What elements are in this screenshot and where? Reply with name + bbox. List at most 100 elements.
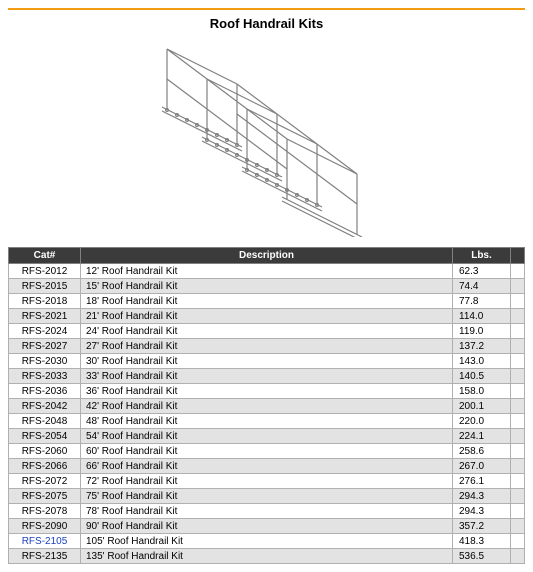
handrail-diagram-svg xyxy=(117,37,417,237)
cell-desc: 48' Roof Handrail Kit xyxy=(81,414,453,429)
table-row: RFS-207575' Roof Handrail Kit294.3 xyxy=(9,489,525,504)
table-row: RFS-202121' Roof Handrail Kit114.0 xyxy=(9,309,525,324)
cell-cat: RFS-2033 xyxy=(9,369,81,384)
cell-tail xyxy=(511,264,525,279)
cell-tail xyxy=(511,354,525,369)
cell-desc: 135' Roof Handrail Kit xyxy=(81,549,453,564)
table-row: RFS-201212' Roof Handrail Kit62.3 xyxy=(9,264,525,279)
cell-cat: RFS-2021 xyxy=(9,309,81,324)
cell-desc: 33' Roof Handrail Kit xyxy=(81,369,453,384)
cell-lbs: 62.3 xyxy=(453,264,511,279)
cell-lbs: 140.5 xyxy=(453,369,511,384)
table-row: RFS-206666' Roof Handrail Kit267.0 xyxy=(9,459,525,474)
cell-desc: 21' Roof Handrail Kit xyxy=(81,309,453,324)
cell-lbs: 258.6 xyxy=(453,444,511,459)
cell-tail xyxy=(511,459,525,474)
table-row: RFS-207878' Roof Handrail Kit294.3 xyxy=(9,504,525,519)
cell-lbs: 114.0 xyxy=(453,309,511,324)
table-row: RFS-2105105' Roof Handrail Kit418.3 xyxy=(9,534,525,549)
cell-tail xyxy=(511,534,525,549)
cell-cat[interactable]: RFS-2105 xyxy=(9,534,81,549)
cell-lbs: 137.2 xyxy=(453,339,511,354)
cell-cat: RFS-2060 xyxy=(9,444,81,459)
cell-cat: RFS-2015 xyxy=(9,279,81,294)
col-tail xyxy=(511,248,525,264)
cell-lbs: 119.0 xyxy=(453,324,511,339)
cell-cat: RFS-2024 xyxy=(9,324,81,339)
table-row: RFS-203030' Roof Handrail Kit143.0 xyxy=(9,354,525,369)
cell-cat: RFS-2054 xyxy=(9,429,81,444)
table-row: RFS-209090' Roof Handrail Kit357.2 xyxy=(9,519,525,534)
cell-lbs: 294.3 xyxy=(453,489,511,504)
cell-tail xyxy=(511,384,525,399)
page-title: Roof Handrail Kits xyxy=(8,16,525,31)
cell-lbs: 220.0 xyxy=(453,414,511,429)
cell-cat: RFS-2036 xyxy=(9,384,81,399)
cell-tail xyxy=(511,309,525,324)
cell-desc: 24' Roof Handrail Kit xyxy=(81,324,453,339)
cell-lbs: 294.3 xyxy=(453,504,511,519)
table-row: RFS-203636' Roof Handrail Kit158.0 xyxy=(9,384,525,399)
table-row: RFS-203333' Roof Handrail Kit140.5 xyxy=(9,369,525,384)
cell-lbs: 77.8 xyxy=(453,294,511,309)
cell-desc: 90' Roof Handrail Kit xyxy=(81,519,453,534)
cell-tail xyxy=(511,279,525,294)
cell-tail xyxy=(511,474,525,489)
cell-tail xyxy=(511,444,525,459)
cell-lbs: 536.5 xyxy=(453,549,511,564)
cell-desc: 66' Roof Handrail Kit xyxy=(81,459,453,474)
cell-tail xyxy=(511,294,525,309)
cell-desc: 18' Roof Handrail Kit xyxy=(81,294,453,309)
table-row: RFS-206060' Roof Handrail Kit258.6 xyxy=(9,444,525,459)
cell-desc: 105' Roof Handrail Kit xyxy=(81,534,453,549)
cell-desc: 30' Roof Handrail Kit xyxy=(81,354,453,369)
cell-tail xyxy=(511,339,525,354)
cell-lbs: 143.0 xyxy=(453,354,511,369)
cell-desc: 12' Roof Handrail Kit xyxy=(81,264,453,279)
cell-cat: RFS-2072 xyxy=(9,474,81,489)
cell-lbs: 74.4 xyxy=(453,279,511,294)
cell-tail xyxy=(511,489,525,504)
table-row: RFS-202727' Roof Handrail Kit137.2 xyxy=(9,339,525,354)
col-lbs: Lbs. xyxy=(453,248,511,264)
cell-tail xyxy=(511,399,525,414)
accent-rule xyxy=(8,8,525,10)
cell-desc: 75' Roof Handrail Kit xyxy=(81,489,453,504)
cell-lbs: 267.0 xyxy=(453,459,511,474)
cell-tail xyxy=(511,504,525,519)
cell-cat: RFS-2012 xyxy=(9,264,81,279)
table-row: RFS-207272' Roof Handrail Kit276.1 xyxy=(9,474,525,489)
table-row: RFS-201818' Roof Handrail Kit77.8 xyxy=(9,294,525,309)
cell-lbs: 418.3 xyxy=(453,534,511,549)
cell-cat: RFS-2042 xyxy=(9,399,81,414)
cell-lbs: 158.0 xyxy=(453,384,511,399)
table-row: RFS-204848' Roof Handrail Kit220.0 xyxy=(9,414,525,429)
cell-cat: RFS-2075 xyxy=(9,489,81,504)
table-row: RFS-201515' Roof Handrail Kit74.4 xyxy=(9,279,525,294)
cell-cat: RFS-2030 xyxy=(9,354,81,369)
col-cat: Cat# xyxy=(9,248,81,264)
product-table: Cat# Description Lbs. RFS-201212' Roof H… xyxy=(8,247,525,564)
cell-lbs: 200.1 xyxy=(453,399,511,414)
cell-desc: 54' Roof Handrail Kit xyxy=(81,429,453,444)
cell-tail xyxy=(511,369,525,384)
cell-tail xyxy=(511,324,525,339)
cell-desc: 36' Roof Handrail Kit xyxy=(81,384,453,399)
cell-cat: RFS-2018 xyxy=(9,294,81,309)
cell-desc: 78' Roof Handrail Kit xyxy=(81,504,453,519)
cell-cat: RFS-2027 xyxy=(9,339,81,354)
cell-desc: 27' Roof Handrail Kit xyxy=(81,339,453,354)
table-header-row: Cat# Description Lbs. xyxy=(9,248,525,264)
cell-tail xyxy=(511,429,525,444)
cell-cat: RFS-2090 xyxy=(9,519,81,534)
cell-tail xyxy=(511,414,525,429)
col-desc: Description xyxy=(81,248,453,264)
cell-cat: RFS-2066 xyxy=(9,459,81,474)
cell-cat: RFS-2135 xyxy=(9,549,81,564)
cell-desc: 42' Roof Handrail Kit xyxy=(81,399,453,414)
cell-tail xyxy=(511,519,525,534)
table-row: RFS-204242' Roof Handrail Kit200.1 xyxy=(9,399,525,414)
cell-desc: 72' Roof Handrail Kit xyxy=(81,474,453,489)
table-row: RFS-202424' Roof Handrail Kit119.0 xyxy=(9,324,525,339)
product-diagram xyxy=(8,37,525,237)
